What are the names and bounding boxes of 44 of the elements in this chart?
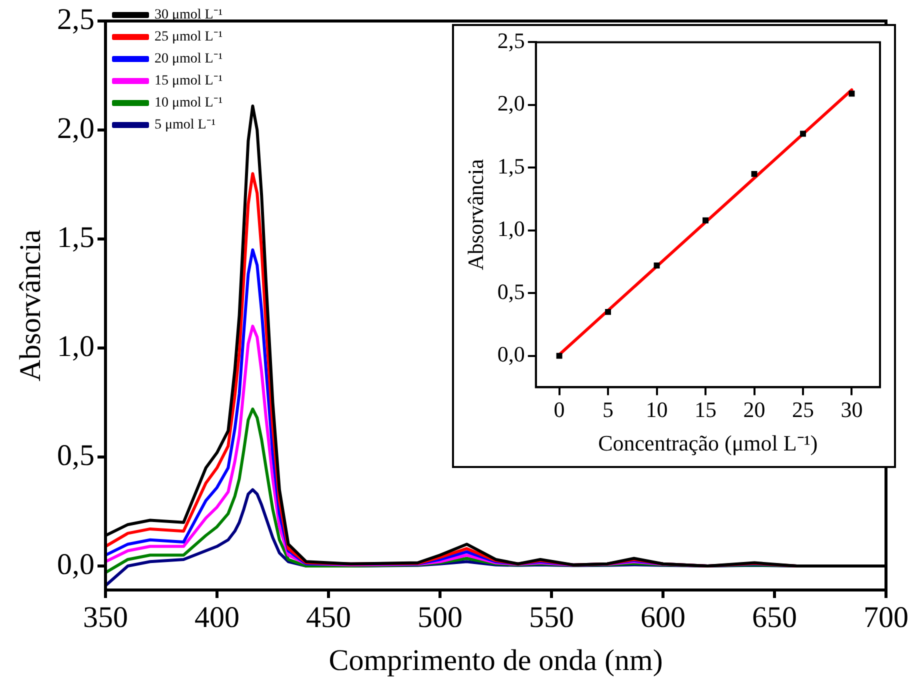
point: [702, 217, 708, 224]
y-tick-label: 1,0: [57, 330, 94, 363]
x-tick-label: 25: [792, 397, 814, 422]
x-tick-label: 10: [646, 397, 668, 422]
x-tick-label: 500: [418, 600, 462, 634]
y-tick-label: 1,0: [497, 216, 525, 242]
y-tick-label: 2,5: [57, 2, 94, 36]
x-tick-label: 600: [640, 600, 686, 634]
x-axis-title: Concentração (μmol L⁻¹): [598, 430, 818, 456]
x-tick-label: 550: [529, 600, 574, 634]
x-tick-label: 15: [694, 397, 717, 422]
y-axis-title: Absorvância: [14, 230, 47, 382]
y-tick-label: 2,0: [57, 112, 94, 145]
point: [848, 90, 855, 97]
legend-label: 20 μmol L⁻¹: [154, 52, 223, 67]
legend-label: 30 μmol L⁻¹: [154, 8, 223, 23]
legend-label: 5 μmol L⁻¹: [154, 118, 216, 133]
point: [605, 308, 612, 315]
x-tick-label: 650: [752, 600, 797, 634]
legend-label: 25 μmol L⁻¹: [154, 30, 223, 45]
point: [556, 352, 562, 359]
x-tick-label: 700: [864, 600, 908, 634]
point: [654, 262, 660, 268]
x-tick-label: 400: [194, 600, 240, 634]
x-tick-label: 20: [743, 397, 766, 422]
point: [751, 170, 758, 177]
legend-label: 10 μmol L⁻¹: [154, 96, 223, 111]
point: [800, 130, 806, 137]
legend-label: 15 μmol L⁻¹: [154, 74, 223, 89]
x-tick-label: 30: [840, 397, 863, 422]
y-tick-label: 0,5: [497, 278, 525, 304]
x-tick-label: 450: [306, 600, 351, 634]
y-tick-label: 0,0: [497, 342, 525, 367]
y-tick-label: 1,5: [57, 220, 94, 254]
y-tick-label: 2,5: [497, 28, 525, 53]
y-tick-label: 0,0: [57, 548, 94, 581]
y-axis-title: Absorvância: [462, 158, 488, 270]
y-tick-label: 0,5: [57, 438, 94, 472]
y-tick-label: 2,0: [497, 90, 525, 116]
x-tick-label: 350: [83, 600, 128, 634]
x-axis-title: Comprimento de onda (nm): [328, 644, 663, 677]
x-tick-label: 5: [602, 397, 614, 422]
x-tick-label: 0: [554, 397, 565, 422]
y-tick-label: 1,5: [497, 153, 525, 178]
